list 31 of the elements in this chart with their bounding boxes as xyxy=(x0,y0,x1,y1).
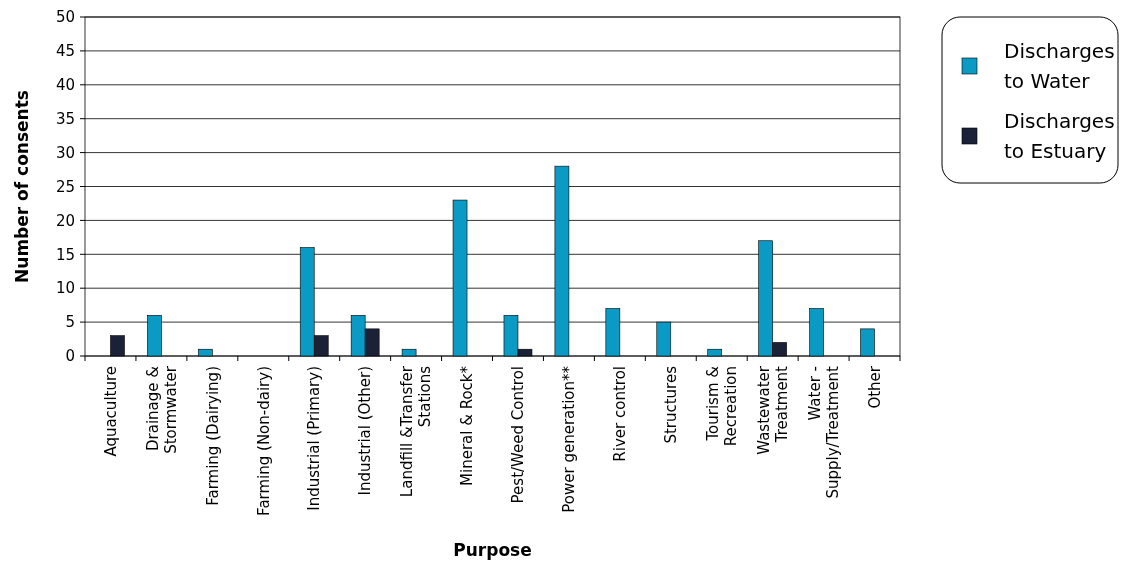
x-tick-label: Drainage & Stormwater xyxy=(143,365,180,454)
y-tick-label: 50 xyxy=(55,8,75,27)
x-tick-label: Water - Supply/Treatment xyxy=(805,365,842,499)
y-tick-label: 40 xyxy=(55,76,75,95)
y-axis-title: Number of consents xyxy=(12,90,32,283)
x-tick-label: Power generation** xyxy=(560,365,579,513)
x-tick-label: Farming (Dairying) xyxy=(203,366,222,506)
legend-label: Discharges to Estuary xyxy=(1004,109,1115,163)
x-tick-label: Pest/Weed Control xyxy=(509,366,528,504)
y-tick-label: 20 xyxy=(55,211,75,230)
x-axis-title: Purpose xyxy=(453,540,532,560)
x-tick-label: Wastewater Treatment xyxy=(754,365,791,455)
x-tick-label: Landfill &Transfer Stations xyxy=(398,365,435,498)
y-tick-label: 0 xyxy=(65,347,75,366)
y-tick-label: 5 xyxy=(65,313,75,332)
x-tick-label: Aquaculture xyxy=(101,366,120,457)
y-tick-label: 15 xyxy=(55,245,75,264)
x-tick-label: Mineral & Rock* xyxy=(458,365,477,486)
x-tick-label: Structures xyxy=(662,365,681,444)
y-tick-label: 45 xyxy=(55,42,75,61)
y-tick-label: 35 xyxy=(55,109,75,128)
y-tick-label: 30 xyxy=(55,143,75,162)
legend-label: Discharges to Water xyxy=(1004,39,1115,93)
x-tick-label: Industrial (Primary) xyxy=(305,366,324,511)
y-tick-label: 25 xyxy=(55,177,75,196)
x-tick-label: Other xyxy=(865,365,884,409)
x-tick-label: Industrial (Other) xyxy=(356,366,375,496)
x-tick-label: River control xyxy=(611,366,630,462)
x-tick-label: Tourism & Recreation xyxy=(703,365,740,447)
x-tick-label: Farming (Non-dairy) xyxy=(254,366,273,516)
y-tick-label: 10 xyxy=(55,279,75,298)
